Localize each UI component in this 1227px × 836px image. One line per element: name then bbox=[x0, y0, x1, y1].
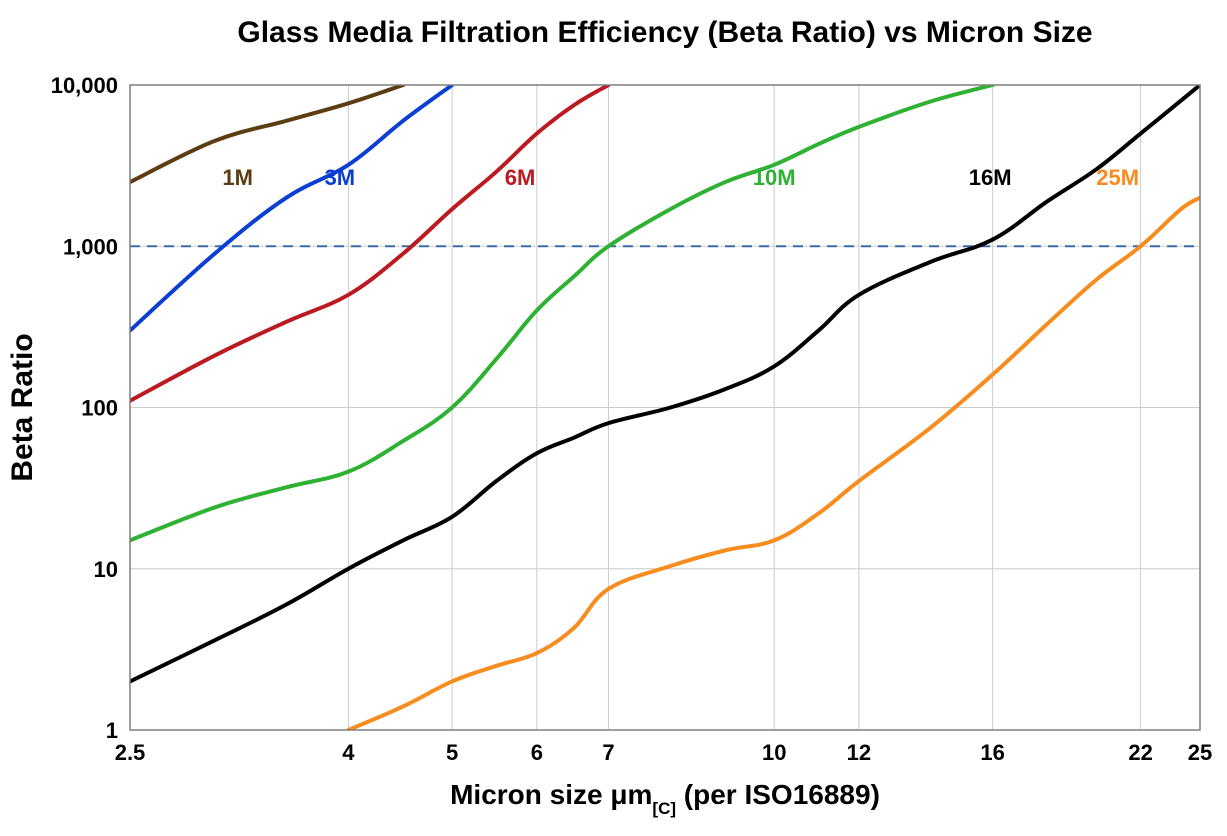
series-label-25M: 25M bbox=[1096, 165, 1139, 190]
y-axis-label: Beta Ratio bbox=[6, 333, 39, 481]
x-tick-label: 10 bbox=[762, 740, 786, 765]
series-label-6M: 6M bbox=[505, 165, 536, 190]
beta-ratio-chart: Glass Media Filtration Efficiency (Beta … bbox=[0, 0, 1227, 836]
x-tick-label: 5 bbox=[446, 740, 458, 765]
x-tick-label: 22 bbox=[1128, 740, 1152, 765]
x-tick-label: 4 bbox=[342, 740, 355, 765]
series-label-1M: 1M bbox=[222, 165, 253, 190]
x-tick-label: 2.5 bbox=[115, 740, 146, 765]
chart-title: Glass Media Filtration Efficiency (Beta … bbox=[237, 16, 1092, 49]
y-tick-label: 10 bbox=[94, 557, 118, 582]
x-tick-label: 12 bbox=[847, 740, 871, 765]
y-tick-label: 1 bbox=[106, 718, 118, 743]
x-tick-label: 6 bbox=[531, 740, 543, 765]
series-label-3M: 3M bbox=[325, 165, 356, 190]
y-tick-label: 1,000 bbox=[63, 234, 118, 259]
chart-bg bbox=[0, 0, 1227, 836]
x-tick-label: 7 bbox=[602, 740, 614, 765]
y-tick-label: 10,000 bbox=[51, 73, 118, 98]
x-tick-label: 25 bbox=[1188, 740, 1212, 765]
series-label-16M: 16M bbox=[969, 165, 1012, 190]
y-tick-label: 100 bbox=[81, 396, 118, 421]
chart-container: Glass Media Filtration Efficiency (Beta … bbox=[0, 0, 1227, 836]
x-tick-label: 16 bbox=[980, 740, 1004, 765]
series-label-10M: 10M bbox=[753, 165, 796, 190]
